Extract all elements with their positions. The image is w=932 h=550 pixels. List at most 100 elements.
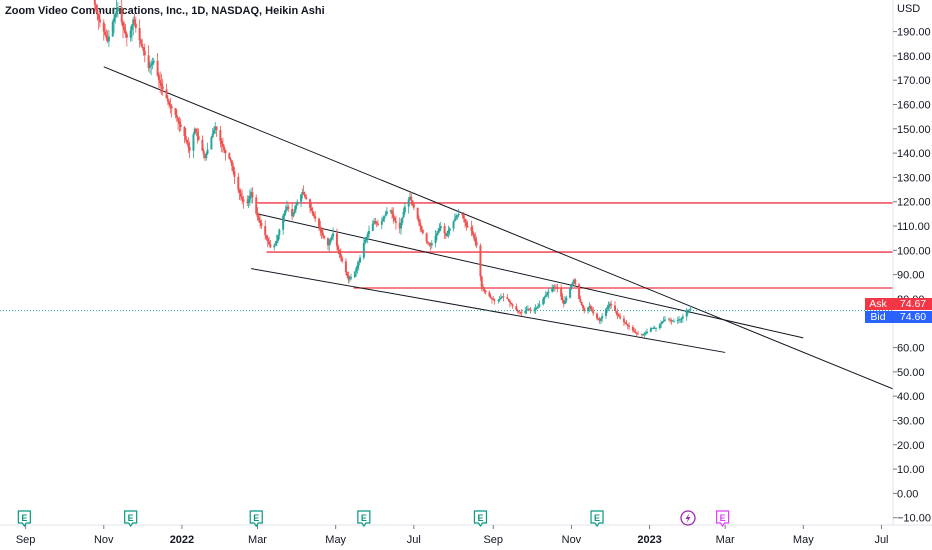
candle-body: [555, 287, 558, 289]
candle-body: [634, 331, 637, 333]
trend-line-2[interactable]: [257, 213, 804, 339]
bid-value: 74.60: [899, 311, 927, 324]
candle: [484, 289, 487, 295]
candle: [562, 299, 565, 308]
candle: [497, 299, 500, 304]
earnings-flag-icon: [124, 510, 138, 528]
candle: [357, 259, 360, 271]
candle: [248, 189, 251, 207]
candle: [479, 243, 482, 281]
candle-body: [430, 243, 433, 246]
candle-body: [613, 305, 616, 312]
earnings-letter: E: [361, 513, 367, 523]
candle-body: [211, 133, 214, 138]
candle: [371, 219, 374, 232]
candle: [129, 26, 132, 42]
y-tick-label: 110.00: [897, 221, 930, 233]
candle: [186, 139, 189, 145]
candle: [597, 318, 600, 321]
candle: [156, 52, 159, 77]
candle: [113, 7, 116, 34]
candle: [232, 162, 235, 175]
candle: [96, 4, 99, 21]
candle: [480, 275, 483, 291]
candle-body: [212, 130, 215, 134]
candle: [483, 286, 486, 294]
candle-body: [347, 275, 350, 280]
candle: [493, 298, 496, 305]
candle: [688, 309, 691, 312]
candle: [314, 211, 317, 223]
earnings-marker[interactable]: E: [124, 510, 138, 528]
candle: [115, 0, 118, 17]
candle-body: [346, 272, 349, 276]
candle: [633, 327, 636, 333]
candle-body: [356, 265, 359, 269]
y-tick-label: 170.00: [897, 75, 931, 87]
earnings-marker[interactable]: E: [357, 510, 371, 528]
candle-body: [111, 21, 114, 37]
candle: [393, 216, 396, 222]
candle-body: [528, 308, 531, 310]
candle-body: [394, 221, 397, 224]
candle-body: [605, 309, 608, 316]
candle-body: [626, 324, 629, 326]
candle-body: [389, 210, 392, 212]
candle: [238, 188, 241, 200]
candle: [680, 317, 683, 324]
candle: [448, 227, 451, 236]
candle: [97, 13, 100, 30]
candle: [516, 308, 519, 314]
candle-body: [320, 229, 323, 233]
candle: [255, 194, 258, 215]
candle: [560, 284, 563, 301]
trend-line-1[interactable]: [103, 66, 894, 390]
candle-body: [248, 195, 251, 200]
candle-body: [247, 199, 250, 203]
candle: [257, 212, 260, 223]
candle-body: [519, 311, 522, 313]
candle: [195, 128, 198, 133]
candle-body: [141, 43, 144, 48]
earnings-marker[interactable]: E: [249, 510, 263, 528]
earnings-marker[interactable]: E: [590, 510, 604, 528]
candle: [132, 16, 135, 36]
candle-body: [159, 80, 162, 84]
candle-body: [678, 319, 681, 321]
candle-body: [255, 197, 258, 214]
candle-body: [139, 40, 142, 44]
candle: [402, 207, 405, 218]
candle: [382, 215, 385, 222]
candle-body: [195, 128, 198, 133]
candle: [367, 225, 370, 238]
chart-title: Zoom Video Communications, Inc., 1D, NAS…: [5, 5, 325, 17]
candle: [570, 283, 573, 290]
candle: [599, 317, 602, 325]
candle: [466, 220, 469, 228]
earnings-marker[interactable]: E: [473, 510, 488, 528]
candle-body: [152, 60, 155, 63]
candle: [212, 126, 215, 135]
candle: [556, 283, 559, 293]
candle: [622, 315, 625, 326]
candle: [389, 209, 392, 214]
y-tick-label: 40.00: [897, 391, 925, 403]
candle: [654, 327, 657, 333]
candle-body: [474, 238, 477, 242]
candle-body: [465, 222, 468, 227]
candle: [651, 327, 654, 329]
earnings-marker[interactable]: E: [17, 510, 31, 528]
candle-body: [479, 245, 482, 277]
x-tick-label: Sep: [16, 534, 36, 546]
trend-line-3[interactable]: [251, 268, 726, 353]
x-tick-label: Mar: [716, 534, 735, 546]
candle-body: [221, 144, 224, 148]
candle-body: [660, 323, 663, 325]
candle: [178, 116, 181, 133]
y-axis: USD 190.00 180.00 170.00 160.00 150.00 140.00 1…: [892, 0, 931, 525]
candle-body: [488, 292, 491, 297]
news-marker[interactable]: [680, 510, 696, 526]
upcoming-earnings-marker[interactable]: E: [716, 510, 730, 528]
earnings-letter: E: [128, 513, 134, 523]
